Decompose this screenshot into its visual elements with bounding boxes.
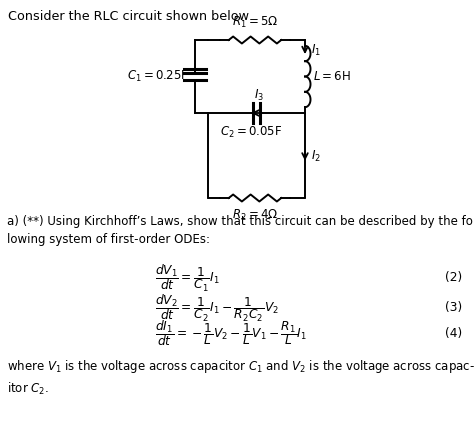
Text: $I_2$: $I_2$: [311, 149, 321, 164]
Text: (2): (2): [445, 272, 462, 284]
Text: $I_1$: $I_1$: [311, 42, 321, 57]
Text: $R_1 = 5\Omega$: $R_1 = 5\Omega$: [232, 15, 278, 30]
Text: Consider the RLC circuit shown below: Consider the RLC circuit shown below: [8, 10, 249, 23]
Text: $\dfrac{dI_1}{dt} = -\dfrac{1}{L}V_2 - \dfrac{1}{L}V_1 - \dfrac{R_1}{L}I_1$: $\dfrac{dI_1}{dt} = -\dfrac{1}{L}V_2 - \…: [155, 318, 307, 348]
Text: $C_1 = 0.25\mathrm{F}$: $C_1 = 0.25\mathrm{F}$: [127, 69, 189, 84]
Text: $L = 6\mathrm{H}$: $L = 6\mathrm{H}$: [313, 70, 351, 83]
Text: (3): (3): [445, 301, 462, 314]
Text: where $V_1$ is the voltage across capacitor $C_1$ and $V_2$ is the voltage acros: where $V_1$ is the voltage across capaci…: [7, 358, 474, 397]
Text: $\dfrac{dV_1}{dt} = \dfrac{1}{C_1}I_1$: $\dfrac{dV_1}{dt} = \dfrac{1}{C_1}I_1$: [155, 263, 219, 294]
Text: (4): (4): [445, 326, 462, 340]
Text: $I_3$: $I_3$: [254, 88, 264, 103]
Text: $R_2 = 4\Omega$: $R_2 = 4\Omega$: [232, 208, 278, 223]
Text: $C_2 = 0.05\mathrm{F}$: $C_2 = 0.05\mathrm{F}$: [220, 125, 283, 140]
Text: a) (**) Using Kirchhoff’s Laws, show that this circuit can be described by the f: a) (**) Using Kirchhoff’s Laws, show tha…: [7, 215, 474, 246]
Text: $\dfrac{dV_2}{dt} = \dfrac{1}{C_2}I_1 - \dfrac{1}{R_2C_2}V_2$: $\dfrac{dV_2}{dt} = \dfrac{1}{C_2}I_1 - …: [155, 292, 279, 323]
